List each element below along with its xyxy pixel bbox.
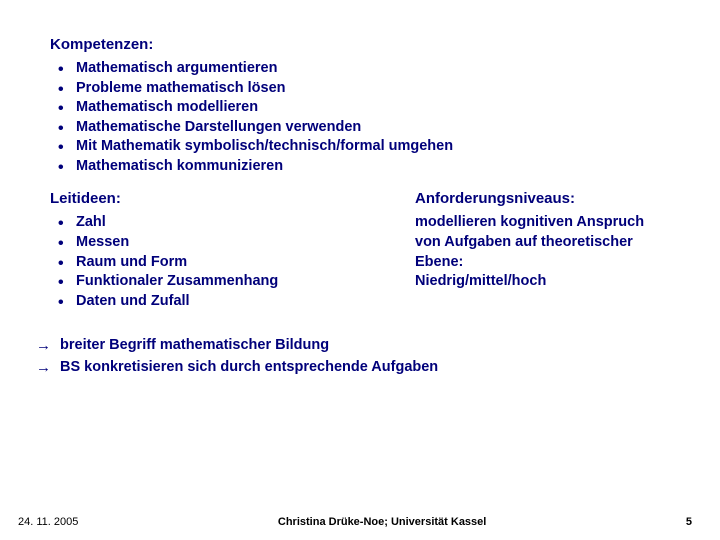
list-item: Mathematisch kommunizieren bbox=[54, 157, 670, 177]
two-column-row: Leitideen: Zahl Messen Raum und Form Fun… bbox=[50, 190, 670, 325]
list-item: Probleme mathematisch lösen bbox=[54, 79, 670, 99]
anf-line2: Niedrig/mittel/hoch bbox=[415, 273, 546, 289]
conclusion-list: breiter Begriff mathematischer Bildung B… bbox=[30, 335, 670, 379]
list-item: Funktionaler Zusammenhang bbox=[54, 272, 391, 292]
leitideen-column: Leitideen: Zahl Messen Raum und Form Fun… bbox=[50, 190, 391, 325]
leitideen-list: Zahl Messen Raum und Form Funktionaler Z… bbox=[54, 213, 391, 311]
anf-line1: modellieren kognitiven Anspruch von Aufg… bbox=[415, 214, 644, 269]
list-item: Mathematisch argumentieren bbox=[54, 59, 670, 79]
slide-content: Kompetenzen: Mathematisch argumentieren … bbox=[0, 0, 720, 379]
anforderungsniveaus-body: modellieren kognitiven Anspruch von Aufg… bbox=[415, 213, 670, 291]
list-item: Zahl bbox=[54, 213, 391, 233]
list-item: BS konkretisieren sich durch entsprechen… bbox=[30, 357, 670, 379]
list-item: Mathematische Darstellungen verwenden bbox=[54, 118, 670, 138]
list-item: Messen bbox=[54, 233, 391, 253]
footer-author: Christina Drüke-Noe; Universität Kassel bbox=[78, 516, 686, 528]
slide-footer: 24. 11. 2005 Christina Drüke-Noe; Univer… bbox=[0, 516, 720, 528]
list-item: Mathematisch modellieren bbox=[54, 98, 670, 118]
list-item: breiter Begriff mathematischer Bildung bbox=[30, 335, 670, 357]
list-item: Daten und Zufall bbox=[54, 292, 391, 312]
footer-page-number: 5 bbox=[686, 516, 692, 528]
kompetenzen-list: Mathematisch argumentieren Probleme math… bbox=[54, 59, 670, 176]
kompetenzen-heading: Kompetenzen: bbox=[50, 36, 670, 53]
leitideen-heading: Leitideen: bbox=[50, 190, 391, 207]
list-item: Mit Mathematik symbolisch/technisch/form… bbox=[54, 137, 670, 157]
footer-date: 24. 11. 2005 bbox=[18, 516, 78, 528]
anforderungsniveaus-heading: Anforderungsniveaus: bbox=[415, 190, 670, 207]
anforderungsniveaus-column: Anforderungsniveaus: modellieren kogniti… bbox=[415, 190, 670, 325]
list-item: Raum und Form bbox=[54, 253, 391, 273]
